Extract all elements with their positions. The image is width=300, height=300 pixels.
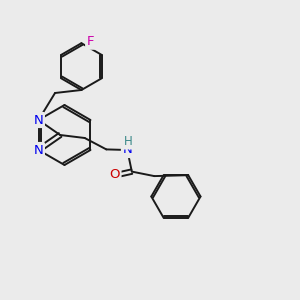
Text: H: H: [124, 135, 132, 148]
Text: N: N: [122, 143, 132, 157]
Text: N: N: [34, 143, 44, 157]
Text: F: F: [87, 35, 94, 48]
Text: O: O: [110, 168, 120, 181]
Text: N: N: [34, 113, 44, 127]
